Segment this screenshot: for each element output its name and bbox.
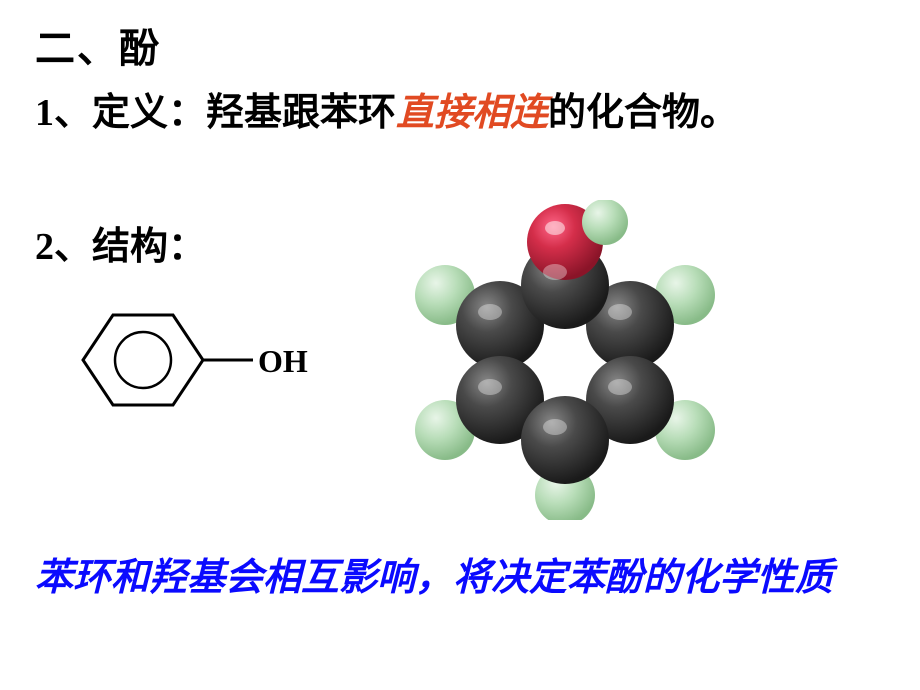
definition-suffix: 的化合物。 [548,92,738,134]
footer-note: 苯环和羟基会相互影响，将决定苯酚的化学性质 [35,550,885,607]
structure-label: 2、结构： [35,215,206,270]
definition-text: 1、定义：羟基跟苯环直接相连的化合物。 [35,85,885,142]
section-title: 二、酚 [35,16,161,74]
definition-prefix: 1、定义：羟基跟苯环 [35,92,396,134]
space-filling-model [410,200,720,525]
carbon-atom [521,396,609,484]
oh-label: OH [258,343,308,379]
structural-formula-diagram: OH [68,290,328,445]
hydrogen-atom [582,200,628,245]
definition-highlight: 直接相连 [396,92,548,134]
